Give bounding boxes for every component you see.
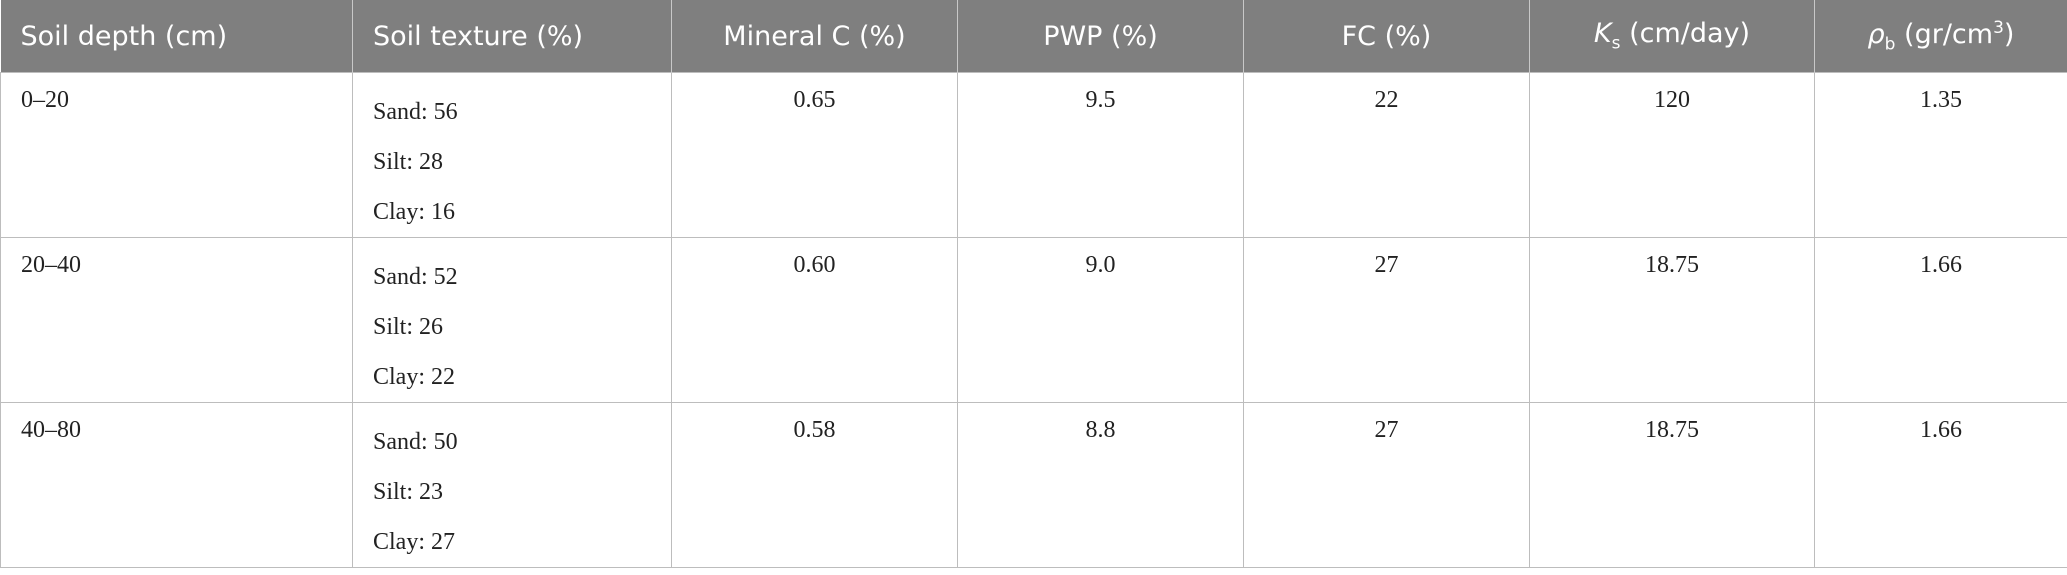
cell-text: 27 [1374, 417, 1399, 443]
header-text: FC (%) [1341, 20, 1432, 52]
header-text: ) [2003, 18, 2015, 50]
cell-text: 20–40 [21, 252, 81, 278]
header-text: (gr/cm [1895, 18, 1994, 50]
cell-text: 18.75 [1645, 252, 1699, 278]
header-text: s [1611, 33, 1621, 54]
table-cell: 27 [1243, 237, 1530, 403]
cell-text: 1.66 [1920, 252, 1962, 278]
cell-text: 40–80 [21, 417, 81, 443]
table-cell: 9.0 [957, 237, 1244, 403]
column-header: Ks (cm/day) [1529, 0, 1815, 73]
cell-text: Silt: 23 [373, 479, 444, 505]
cell-text: 0.58 [793, 417, 836, 443]
table-cell: 1.66 [1814, 402, 2067, 568]
header-row: Soil depth (cm) Soil texture (%) Mineral C… [0, 0, 2067, 73]
header-text: Soil depth (cm) [20, 20, 228, 52]
cell-text: 18.75 [1645, 417, 1699, 443]
header-text: K [1593, 18, 1612, 50]
cell-text: 27 [1374, 252, 1399, 278]
table-cell: 22 [1243, 72, 1530, 238]
cell-text: 0.60 [793, 252, 836, 278]
cell-text: 1.35 [1920, 87, 1962, 113]
table-head: Soil depth (cm) Soil texture (%) Mineral C… [0, 0, 2067, 73]
cell-text: Sand: 50 [373, 429, 458, 455]
table-cell: 18.75 [1529, 237, 1815, 403]
header-text: Mineral C (%) [723, 20, 906, 52]
cell-text: Silt: 26 [373, 314, 444, 340]
cell-text: Clay: 22 [373, 364, 455, 390]
table-cell: Sand: 52 Silt: 26 Clay: 22 [352, 237, 672, 403]
table-cell: 18.75 [1529, 402, 1815, 568]
cell-text: 8.8 [1085, 417, 1116, 443]
table-cell: 40–80 [0, 402, 353, 568]
header-text: b [1884, 34, 1896, 55]
table-body: 0–20 Sand: 56 Silt: 28 Clay: 16 0.65 9.5 22 120… [0, 72, 2067, 568]
cell-text: 0–20 [21, 87, 69, 113]
column-header: FC (%) [1243, 0, 1530, 73]
table-row: 0–20 Sand: 56 Silt: 28 Clay: 16 0.65 9.5 22 120… [0, 72, 2067, 238]
table-cell: 20–40 [0, 237, 353, 403]
header-text: 3 [1993, 17, 2004, 38]
header-text: PWP (%) [1043, 20, 1158, 52]
table-cell: 1.66 [1814, 237, 2067, 403]
column-header: Soil texture (%) [352, 0, 672, 73]
table-cell: 0.60 [671, 237, 958, 403]
table-row: 40–80 Sand: 50 Silt: 23 Clay: 27 0.58 8.8 27 18… [0, 402, 2067, 568]
cell-text: Sand: 52 [373, 264, 458, 290]
table-cell: 0.65 [671, 72, 958, 238]
cell-text: 9.5 [1085, 87, 1116, 113]
table-cell: 120 [1529, 72, 1815, 238]
header-text: ρ [1867, 18, 1885, 50]
column-header: Mineral C (%) [671, 0, 958, 73]
table-cell: 27 [1243, 402, 1530, 568]
table-cell: 9.5 [957, 72, 1244, 238]
header-text: Soil texture (%) [373, 20, 584, 52]
cell-text: Silt: 28 [373, 149, 444, 175]
cell-text: 120 [1654, 87, 1690, 113]
column-header: Soil depth (cm) [0, 0, 353, 73]
table-cell: 8.8 [957, 402, 1244, 568]
table-cell: 1.35 [1814, 72, 2067, 238]
header-text: (cm/day) [1620, 18, 1751, 50]
cell-text: 0.65 [793, 87, 836, 113]
cell-text: 1.66 [1920, 417, 1962, 443]
column-header: PWP (%) [957, 0, 1244, 73]
cell-text: Clay: 27 [373, 529, 455, 555]
table-cell: 0–20 [0, 72, 353, 238]
cell-text: 9.0 [1085, 252, 1116, 278]
cell-text: 22 [1374, 87, 1399, 113]
table-cell: Sand: 50 Silt: 23 Clay: 27 [352, 402, 672, 568]
column-header: ρb (gr/cm3) [1814, 0, 2067, 73]
table-row: 20–40 Sand: 52 Silt: 26 Clay: 22 0.60 9.0 27 18… [0, 237, 2067, 403]
table-cell: Sand: 56 Silt: 28 Clay: 16 [352, 72, 672, 238]
table-cell: 0.58 [671, 402, 958, 568]
cell-text: Clay: 16 [373, 199, 455, 225]
cell-text: Sand: 56 [373, 99, 458, 125]
